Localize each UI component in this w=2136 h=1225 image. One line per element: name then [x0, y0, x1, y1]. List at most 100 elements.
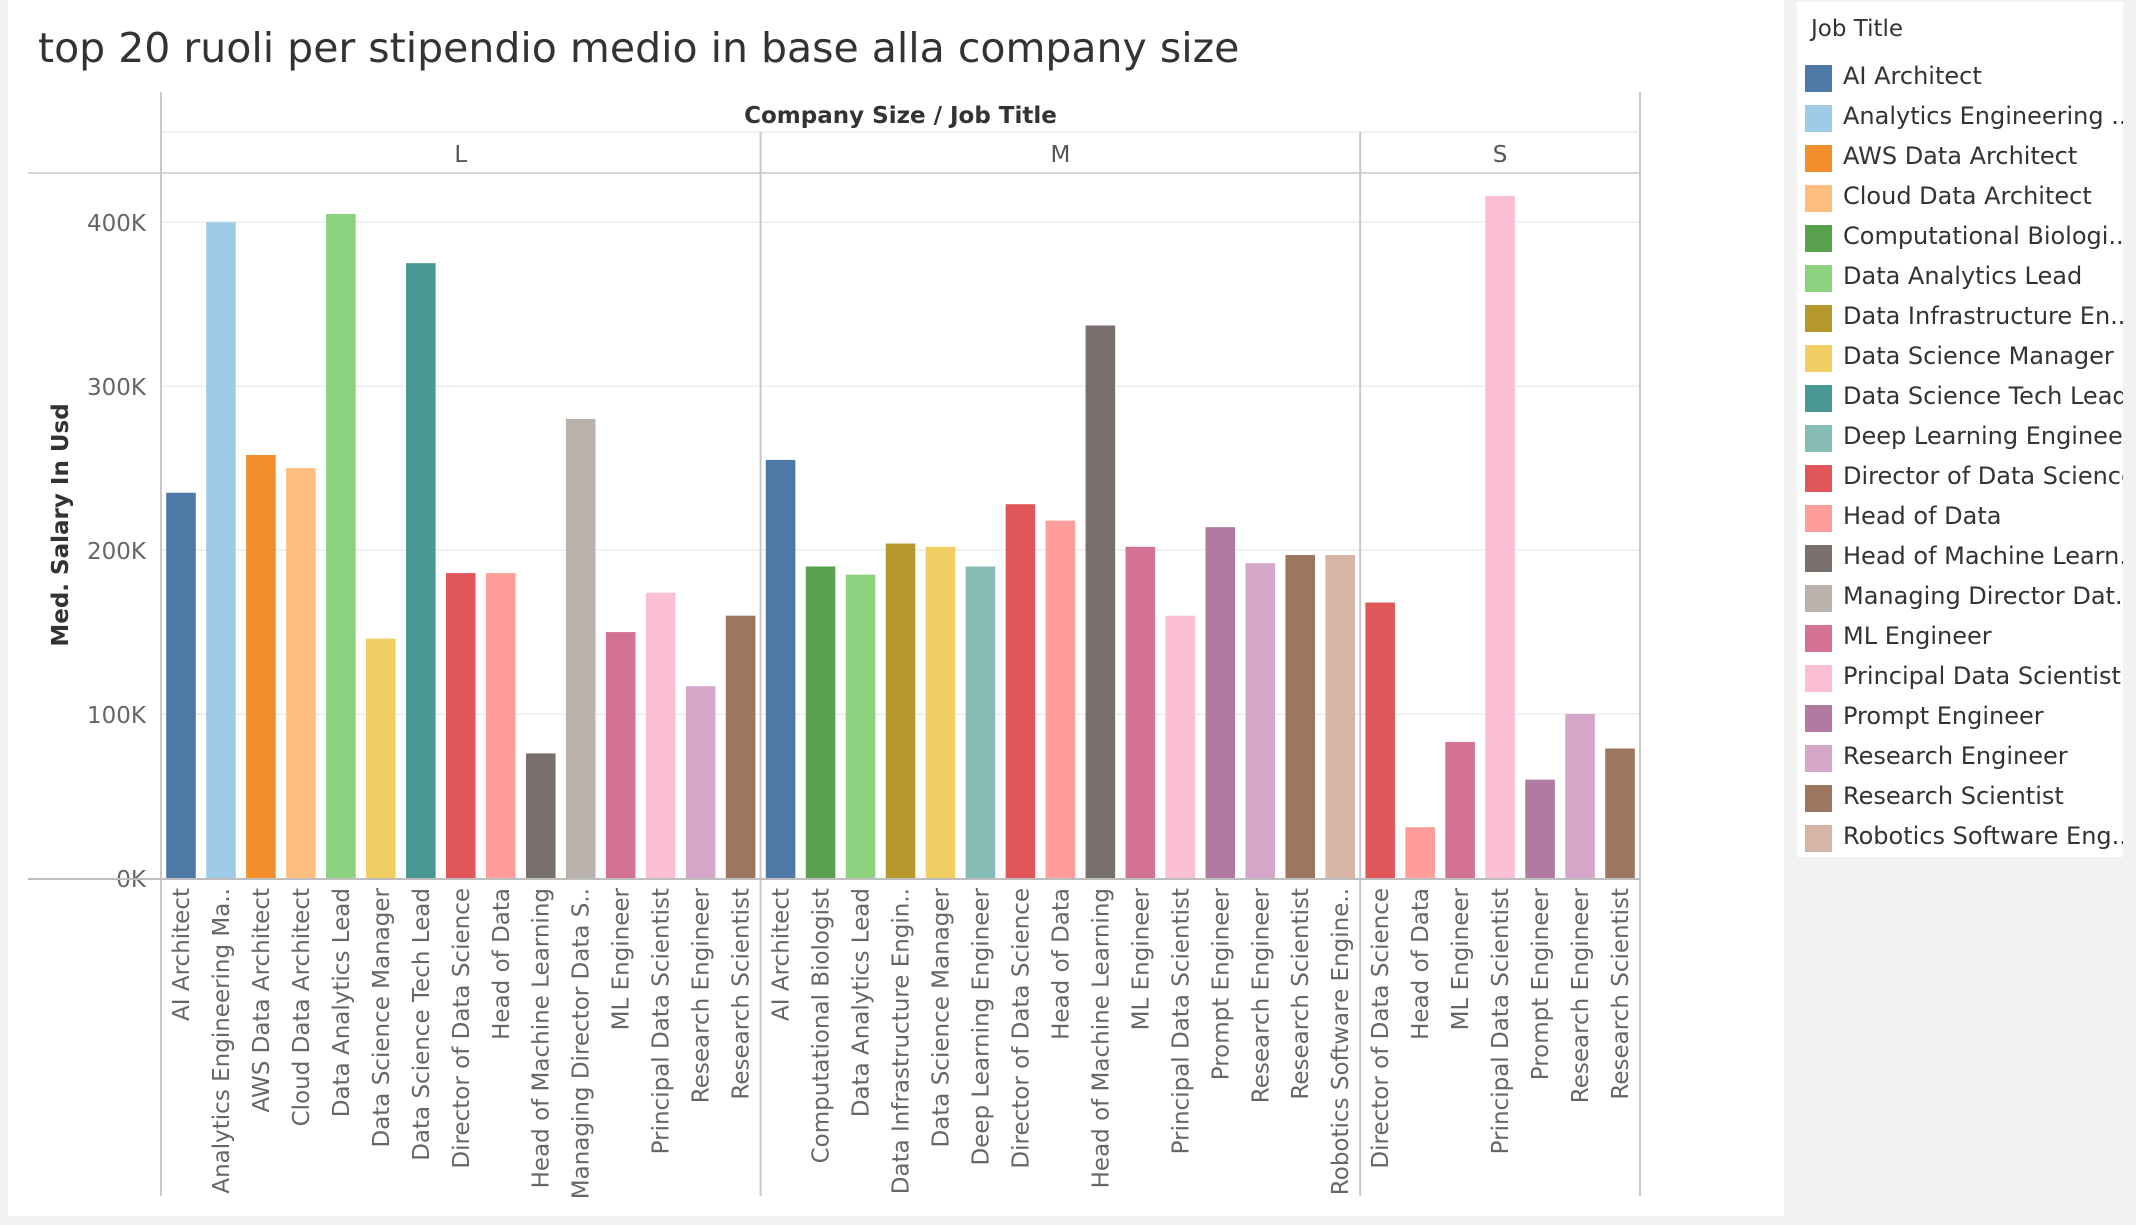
group-header-L: L — [454, 142, 467, 168]
legend-item[interactable]: Data Science Manager — [1805, 340, 2123, 374]
x-tick-label: ML Engineer — [1448, 887, 1474, 1030]
bar — [246, 455, 276, 878]
legend-item[interactable]: Head of Data — [1805, 500, 2123, 534]
x-tick-label: Research Scientist — [1608, 888, 1634, 1100]
bar — [446, 573, 476, 878]
legend-item[interactable]: Data Analytics Lead — [1805, 260, 2123, 294]
bar — [725, 615, 756, 878]
x-tick-label: Data Analytics Lead — [849, 888, 875, 1117]
legend-swatch — [1805, 625, 1832, 652]
legend-swatch — [1805, 425, 1832, 452]
bar — [765, 459, 796, 878]
bar — [925, 546, 956, 878]
legend-item[interactable]: Research Scientist — [1805, 780, 2123, 814]
legend-swatch — [1805, 105, 1832, 132]
legend-swatch — [1805, 505, 1832, 532]
x-tick-label: Director of Data Science — [1008, 888, 1034, 1169]
legend-swatch — [1805, 225, 1832, 252]
bar — [1525, 779, 1555, 878]
legend-swatch — [1805, 585, 1832, 612]
legend-swatch — [1805, 185, 1832, 212]
bar — [1085, 325, 1116, 878]
legend-label: Head of Data — [1843, 502, 2002, 530]
legend-label: Analytics Engineering .. — [1843, 102, 2123, 130]
x-tick-label: Principal Data Scientist — [1488, 888, 1514, 1154]
bar — [1125, 546, 1156, 878]
legend-item[interactable]: Analytics Engineering .. — [1805, 100, 2123, 134]
legend-label: Managing Director Dat.. — [1843, 582, 2123, 610]
bar — [1485, 195, 1515, 878]
legend-label: Computational Biologi.. — [1843, 222, 2123, 250]
bar — [1205, 527, 1236, 878]
legend-label: Data Infrastructure En.. — [1843, 302, 2123, 330]
bar — [805, 566, 836, 878]
x-tick-label: Research Engineer — [689, 887, 715, 1103]
y-tick-label: 100K — [87, 703, 147, 729]
x-tick-label: Head of Data — [1408, 888, 1434, 1040]
bar — [685, 686, 716, 878]
x-tick-label: Data Science Tech Lead — [409, 888, 435, 1161]
bar — [166, 492, 196, 878]
bar — [366, 638, 396, 878]
bar — [286, 468, 316, 878]
bar — [326, 213, 356, 878]
x-tick-label: Analytics Engineering Ma.. — [209, 888, 235, 1194]
legend-swatch — [1805, 465, 1832, 492]
legend-item[interactable]: Principal Data Scientist — [1805, 660, 2123, 694]
legend-item[interactable]: Head of Machine Learn.. — [1805, 540, 2123, 574]
legend-item[interactable]: Research Engineer — [1805, 740, 2123, 774]
x-tick-label: Research Engineer — [1248, 887, 1274, 1103]
bar — [565, 418, 596, 878]
legend-label: Research Engineer — [1843, 742, 2068, 770]
x-tick-label: ML Engineer — [1128, 887, 1154, 1030]
x-tick-label: Head of Data — [489, 888, 515, 1040]
legend-item[interactable]: Managing Director Dat.. — [1805, 580, 2123, 614]
legend-item[interactable]: AWS Data Architect — [1805, 140, 2123, 174]
bar-chart: Med. Salary In Usd Company Size / Job Tit… — [28, 92, 1641, 1199]
legend-label: Deep Learning Engineer — [1843, 422, 2123, 450]
chart-title: top 20 ruoli per stipendio medio in base… — [38, 24, 1240, 72]
legend-label: Data Analytics Lead — [1843, 262, 2083, 290]
legend-item[interactable]: AI Architect — [1805, 60, 2123, 94]
bar — [1565, 714, 1595, 878]
x-tick-label: Prompt Engineer — [1208, 887, 1234, 1080]
group-header-M: M — [1050, 142, 1070, 168]
x-tick-label: Director of Data Science — [449, 888, 475, 1169]
x-tick-label: Principal Data Scientist — [649, 888, 675, 1154]
legend-label: AI Architect — [1843, 62, 1982, 90]
legend-label: Cloud Data Architect — [1843, 182, 2092, 210]
bar — [1605, 748, 1635, 878]
x-tick-label: AWS Data Architect — [249, 888, 275, 1113]
x-tick-label: Data Science Manager — [369, 887, 395, 1147]
bar — [206, 222, 236, 879]
legend-item[interactable]: Prompt Engineer — [1805, 700, 2123, 734]
legend-item[interactable]: Robotics Software Eng.. — [1805, 820, 2123, 854]
y-axis-title: Med. Salary In Usd — [48, 403, 74, 646]
legend-swatch — [1805, 65, 1832, 92]
x-tick-label: Cloud Data Architect — [289, 888, 315, 1126]
bar — [406, 263, 436, 878]
bar — [1165, 615, 1196, 878]
legend-title: Job Title — [1811, 16, 1904, 42]
x-tick-label: Director of Data Science — [1368, 888, 1394, 1169]
x-tick-label: Data Infrastructure Engin.. — [889, 888, 915, 1194]
bar — [1245, 563, 1276, 878]
legend-item[interactable]: ML Engineer — [1805, 620, 2123, 654]
legend-item[interactable]: Director of Data Science — [1805, 460, 2123, 494]
bar — [1045, 520, 1076, 878]
bar — [1005, 504, 1036, 878]
x-tick-label: ML Engineer — [609, 887, 635, 1030]
legend: Job Title AI Architect Analytics Engineer… — [1797, 2, 2123, 857]
legend-label: Data Science Tech Lead — [1843, 382, 2123, 410]
legend-item[interactable]: Computational Biologi.. — [1805, 220, 2123, 254]
legend-item[interactable]: Data Science Tech Lead — [1805, 380, 2123, 414]
legend-item[interactable]: Data Infrastructure En.. — [1805, 300, 2123, 334]
bar — [605, 632, 636, 878]
legend-item[interactable]: Cloud Data Architect — [1805, 180, 2123, 214]
legend-item[interactable]: Deep Learning Engineer — [1805, 420, 2123, 454]
legend-swatch — [1805, 265, 1832, 292]
x-tick-label: Data Analytics Lead — [329, 888, 355, 1117]
x-tick-label: Data Science Manager — [928, 887, 954, 1147]
x-tick-label: Head of Machine Learning — [529, 888, 555, 1188]
y-tick-label: 400K — [87, 211, 147, 237]
